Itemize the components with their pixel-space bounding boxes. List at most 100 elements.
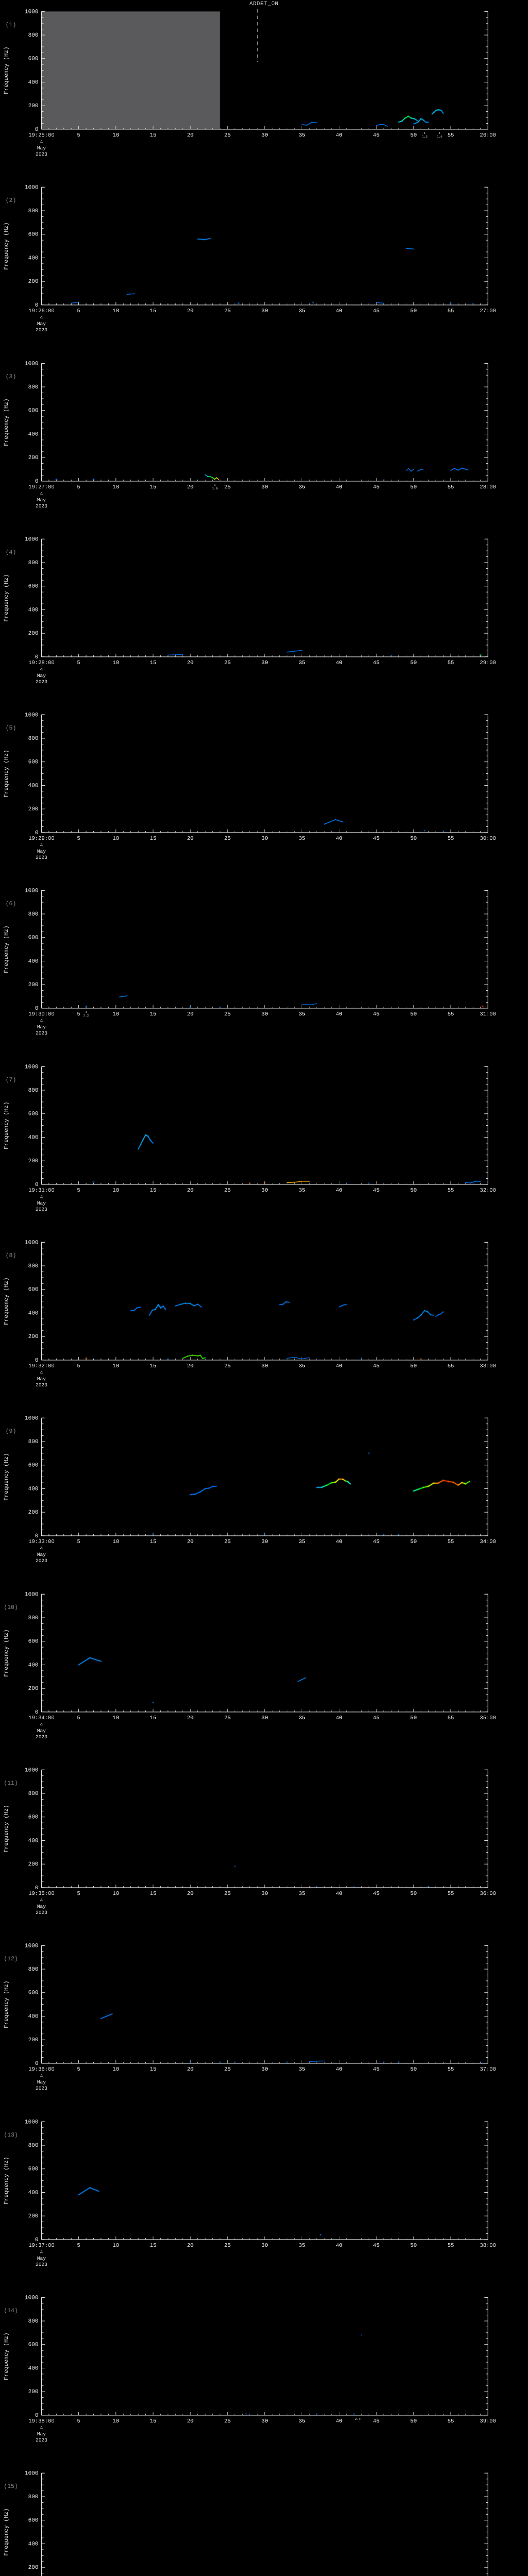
- svg-text:1000: 1000: [25, 1064, 38, 1070]
- svg-text:May: May: [37, 321, 46, 327]
- svg-text:10: 10: [112, 1363, 119, 1369]
- svg-text:2023: 2023: [36, 1207, 47, 1212]
- svg-text:19:31:00: 19:31:00: [28, 1188, 54, 1194]
- svg-text:(7): (7): [6, 1077, 16, 1083]
- svg-text:19:26:00: 19:26:00: [28, 308, 54, 314]
- svg-text:May: May: [37, 145, 46, 151]
- svg-text:30: 30: [261, 1891, 268, 1897]
- svg-text:40: 40: [336, 484, 342, 490]
- svg-text:1: 1: [424, 131, 426, 135]
- svg-text:15: 15: [150, 2066, 157, 2073]
- svg-text:26:00: 26:00: [480, 132, 497, 139]
- svg-text:30: 30: [261, 132, 268, 139]
- svg-text:55: 55: [448, 1011, 454, 1018]
- svg-text:4: 4: [40, 1018, 43, 1024]
- svg-text:40: 40: [336, 132, 342, 139]
- svg-text:35: 35: [299, 1891, 305, 1897]
- svg-text:25: 25: [224, 1715, 231, 1721]
- svg-text:1000: 1000: [25, 2295, 38, 2301]
- svg-text:800: 800: [28, 208, 39, 214]
- svg-text:2.8: 2.8: [355, 2417, 360, 2421]
- svg-text:800: 800: [28, 2143, 39, 2149]
- svg-text:5: 5: [77, 484, 80, 490]
- svg-text:1.6: 1.6: [437, 135, 442, 139]
- svg-text:400: 400: [28, 256, 39, 262]
- svg-text:55: 55: [448, 1715, 454, 1721]
- svg-text:55: 55: [448, 2066, 454, 2073]
- svg-text:25: 25: [224, 1188, 231, 1194]
- svg-text:800: 800: [28, 1967, 39, 1973]
- svg-text:30: 30: [261, 1539, 268, 1545]
- svg-text:20: 20: [187, 484, 194, 490]
- svg-text:(10): (10): [4, 1604, 18, 1611]
- svg-text:35: 35: [299, 2242, 305, 2248]
- svg-text:600: 600: [28, 2166, 39, 2172]
- svg-text:400: 400: [28, 2014, 39, 2020]
- svg-text:10: 10: [112, 1715, 119, 1721]
- svg-text:400: 400: [28, 2541, 39, 2548]
- svg-text:200: 200: [28, 279, 39, 285]
- svg-text:35: 35: [299, 1011, 305, 1018]
- svg-text:25: 25: [224, 1891, 231, 1897]
- svg-text:50: 50: [410, 1715, 417, 1721]
- svg-text:200: 200: [28, 1334, 39, 1340]
- svg-text:35: 35: [299, 1539, 305, 1545]
- svg-text:19:34:00: 19:34:00: [28, 1715, 54, 1721]
- svg-text:45: 45: [373, 1363, 380, 1369]
- svg-text:45: 45: [373, 308, 380, 314]
- svg-text:30:00: 30:00: [480, 836, 497, 842]
- svg-text:15: 15: [150, 1715, 157, 1721]
- svg-text:5: 5: [77, 2242, 80, 2248]
- svg-text:400: 400: [28, 783, 39, 789]
- svg-text:10: 10: [112, 1539, 119, 1545]
- svg-text:55: 55: [448, 1363, 454, 1369]
- svg-text:45: 45: [373, 2418, 380, 2425]
- svg-text:400: 400: [28, 1311, 39, 1317]
- svg-text:200: 200: [28, 1861, 39, 1868]
- svg-text:40: 40: [336, 1188, 342, 1194]
- svg-text:600: 600: [28, 1815, 39, 1821]
- svg-text:1000: 1000: [25, 361, 38, 367]
- svg-text:45: 45: [373, 1891, 380, 1897]
- svg-text:200: 200: [28, 2213, 39, 2219]
- svg-text:600: 600: [28, 56, 39, 62]
- svg-text:(9): (9): [6, 1428, 16, 1435]
- svg-text:600: 600: [28, 1111, 39, 1117]
- svg-text:200: 200: [28, 103, 39, 109]
- svg-text:200: 200: [28, 806, 39, 812]
- svg-text:Frequency (Hz): Frequency (Hz): [4, 1453, 10, 1501]
- svg-text:4: 4: [40, 1194, 43, 1200]
- svg-text:10: 10: [112, 1891, 119, 1897]
- svg-text:1: 1: [439, 131, 441, 135]
- svg-text:45: 45: [373, 1715, 380, 1721]
- svg-text:2023: 2023: [36, 503, 47, 509]
- svg-text:600: 600: [28, 232, 39, 238]
- svg-text:200: 200: [28, 2389, 39, 2395]
- svg-text:5: 5: [77, 1715, 80, 1721]
- svg-text:45: 45: [373, 836, 380, 842]
- svg-text:10: 10: [112, 2242, 119, 2248]
- svg-text:45: 45: [373, 1539, 380, 1545]
- svg-text:29:00: 29:00: [480, 660, 497, 666]
- svg-text:600: 600: [28, 1463, 39, 1469]
- svg-text:50: 50: [410, 660, 417, 666]
- svg-text:1000: 1000: [25, 712, 38, 718]
- svg-text:10: 10: [112, 1011, 119, 1018]
- svg-text:35: 35: [299, 1188, 305, 1194]
- svg-text:4: 4: [40, 1897, 43, 1903]
- svg-text:39:00: 39:00: [480, 2418, 497, 2425]
- svg-text:Frequency (Hz): Frequency (Hz): [4, 46, 10, 94]
- svg-text:45: 45: [373, 1011, 380, 1018]
- svg-text:55: 55: [448, 1891, 454, 1897]
- svg-text:5: 5: [77, 308, 80, 314]
- svg-text:25: 25: [224, 2242, 231, 2248]
- svg-text:27:00: 27:00: [480, 308, 497, 314]
- svg-text:35: 35: [299, 1715, 305, 1721]
- svg-text:30: 30: [261, 484, 268, 490]
- svg-text:(13): (13): [4, 2132, 18, 2139]
- svg-text:45: 45: [373, 2066, 380, 2073]
- svg-text:(6): (6): [6, 901, 16, 907]
- svg-text:50: 50: [410, 2242, 417, 2248]
- svg-text:19:33:00: 19:33:00: [28, 1539, 54, 1545]
- svg-text:15: 15: [150, 1363, 157, 1369]
